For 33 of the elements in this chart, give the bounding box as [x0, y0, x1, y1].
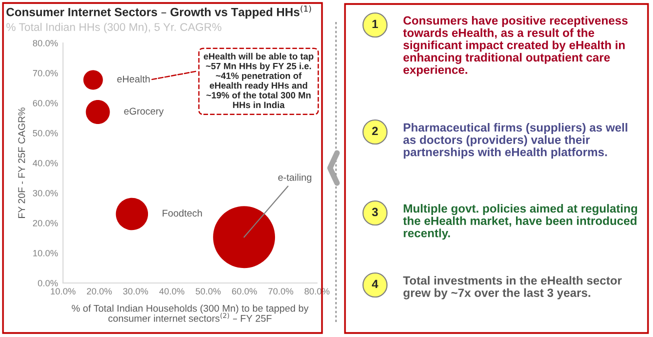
text: Consumers have positive receptiveness towards eHealth, as a result of the significant impact created by eHealth in enhancing traditional outpatient care experience. — [403, 16, 628, 76]
x-tick-label: 60.0% — [232, 288, 257, 294]
y-tick-label: 80.0% — [32, 40, 58, 46]
x-tick-label: 30.0% — [123, 288, 148, 294]
text: Pharmaceutical firms (suppliers) as well as doctors (providers) value their partnerships with eHealth platforms. — [403, 123, 628, 159]
y-tick-label: 20.0% — [32, 220, 58, 226]
y-tick-label: 50.0% — [32, 130, 58, 136]
category-label: 2 — [372, 126, 378, 136]
y-tick-label: 60.0% — [33, 100, 58, 106]
y-tick-label: 70.0% — [33, 70, 58, 76]
x-tick-label: 70.0% — [268, 288, 294, 294]
chart-subtitle: % Total Indian HHs (300 Mn), 5 Yr. CAGR% — [6, 22, 222, 34]
text: Total investments in the eHealth sector grew by ~7x over the last 3 years. — [403, 276, 622, 300]
series-label: eGrocery — [124, 108, 164, 117]
text: Multiple govt. policies aimed at regulating the eHealth market, have been introduced recently. — [403, 204, 638, 240]
x-tick-label: 10.0% — [50, 288, 76, 294]
y-tick-label: 0.0% — [38, 280, 58, 286]
y-tick-label: 10.0% — [33, 250, 58, 256]
x-tick-label: 50.0% — [196, 288, 221, 294]
category-label: 3 — [372, 208, 378, 216]
x-axis-title: % of Total Indian Households (300 Mn) to be tapped by consumer internet sectors$^{(2)}$ – FY 25F — [72, 304, 309, 322]
legend-label: eHealth — [117, 75, 150, 83]
y-axis-title: FY 20F - FY 25F CAGR% — [18, 108, 26, 218]
text: e-tailing — [278, 174, 312, 183]
y-tick-label: 40.0% — [32, 160, 58, 166]
chart-title: Consumer Internet Sectors – Growth vs Tapped HHs$^{(1)}$ — [6, 5, 311, 19]
category-label: 4 — [372, 280, 378, 288]
y-tick-label: 30.0% — [32, 190, 58, 196]
annotation: eHealth will be able to tap ~57 Mn HHs by FY 25 i.e. ~41% penetration of eHealth ready HHs and ~19% of the total 300 Mn HHs in India — [204, 52, 314, 108]
x-tick-label: 20.0% — [86, 288, 112, 294]
series-label: Foodtech — [162, 209, 202, 217]
category-label: 1 — [372, 20, 378, 28]
x-tick-label: 40.0% — [159, 288, 184, 294]
